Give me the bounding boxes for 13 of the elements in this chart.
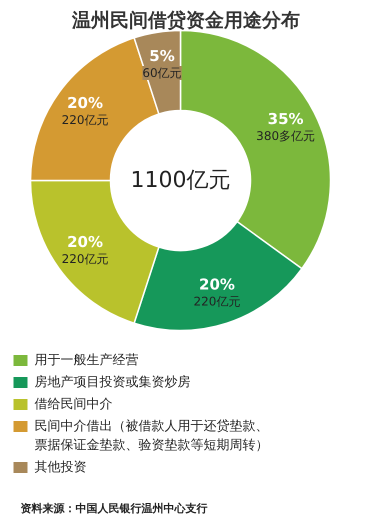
data-label: 35% 380多亿元	[256, 110, 316, 143]
legend-label: 用于一般生产经营	[34, 353, 138, 368]
data-label: 20% 220亿元	[194, 276, 240, 309]
legend-label: 房地产项目投资或集资炒房	[34, 374, 190, 390]
text: 1100亿元	[130, 168, 231, 193]
data-label: 20% 220亿元	[62, 94, 108, 128]
text: 资料来源：中国人民银行温州中心支行	[20, 502, 208, 515]
legend-label: 借给民间中介	[34, 397, 112, 412]
data-label: 20% 220亿元	[62, 232, 108, 266]
data-label: 5% 60亿元	[142, 46, 182, 80]
legend-label: 民间中介借出（被借款人用于还贷垫款、票据保证金垫款、验资垫款等短期周转）	[34, 419, 268, 453]
legend-label: 其他投资	[34, 460, 86, 475]
chart-title: 温州民间借贷资金用途分布	[71, 10, 300, 32]
